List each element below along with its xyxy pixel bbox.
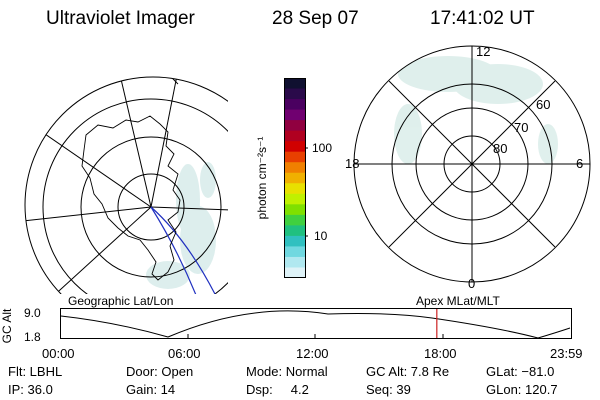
time-tick-0000: 00:00 (42, 346, 75, 361)
mlt-label-0: 0 (468, 276, 476, 291)
colorbar-cell (284, 267, 306, 278)
instrument-title: Ultraviolet Imager (46, 8, 195, 29)
latitude-circles (42, 98, 228, 294)
colorbar-cell (284, 256, 306, 268)
colorbar-cell (284, 78, 306, 90)
altitude-tick-1-8: 1.8 (24, 330, 41, 344)
colorbar-cell (284, 235, 306, 247)
mode-status: Mode: Normal (246, 364, 328, 379)
colorbar-cell (284, 246, 306, 258)
mlat-label-70: 70 (514, 120, 529, 135)
right-map-label: Apex MLat/MLT (416, 294, 500, 308)
time-tick-1200: 12:00 (296, 346, 329, 361)
altitude-tick-9: 9.0 (24, 306, 41, 320)
colorbar-cell (284, 88, 306, 100)
time-tick-2359: 23:59 (550, 346, 583, 361)
filter-status: Flt: LBHL (8, 364, 63, 379)
mlt-label-6: 6 (576, 156, 584, 171)
coastline-fragment (167, 77, 179, 85)
door-status: Door: Open (126, 364, 194, 379)
mlt-label-12: 12 (476, 44, 491, 59)
colorbar-cell (284, 193, 306, 205)
colorbar-cell (284, 204, 306, 216)
map-boundary (24, 76, 228, 294)
colorbar-cell (284, 120, 306, 132)
colorbar-cell (284, 162, 306, 174)
colorbar-cell (284, 130, 306, 142)
auroral-oval (394, 56, 558, 164)
colorbar-tick-100: 100 (312, 141, 333, 155)
seq-status: Seq: 39 (366, 382, 411, 397)
time-tick-0600: 06:00 (168, 346, 201, 361)
observation-date: 28 Sep 07 (272, 8, 359, 29)
dsp-status: Dsp: 4.2 (246, 382, 309, 397)
altitude-curve (60, 310, 571, 339)
colorbar-cell (284, 99, 306, 111)
colorbar-tick-10: 10 (314, 229, 328, 243)
gc-alt-status: GC Alt: 7.8 Re (366, 364, 450, 379)
polar-map (353, 45, 591, 283)
ip-status: IP: 36.0 (8, 382, 53, 397)
colorbar-cell (284, 225, 306, 237)
altitude-plot (60, 308, 572, 339)
time-tick-1800: 18:00 (424, 346, 457, 361)
colorbar-cell (284, 214, 306, 226)
colorbar-cell (284, 151, 306, 163)
glon-status: GLon: 120.7 (486, 382, 558, 397)
colorbar-cell (284, 141, 306, 153)
mlat-label-60: 60 (536, 97, 551, 112)
orbit-track (150, 206, 219, 294)
glat-status: GLat: −81.0 (486, 364, 555, 379)
colorbar-unit-label: photon cm⁻²s⁻¹ (255, 136, 269, 220)
mlat-label-80: 80 (493, 141, 508, 156)
mlt-lines (354, 46, 590, 282)
mlt-label-18: 18 (345, 156, 360, 171)
colorbar (284, 78, 308, 278)
colorbar-cell (284, 183, 306, 195)
altitude-axis-title: GC Alt (0, 308, 14, 344)
gain-status: Gain: 14 (126, 382, 176, 397)
continent-outline (81, 115, 181, 281)
colorbar-cell (284, 109, 306, 121)
geographic-map (24, 76, 228, 294)
colorbar-cell (284, 172, 306, 184)
observation-time: 17:41:02 UT (430, 8, 535, 29)
left-map-label: Geographic Lat/Lon (68, 294, 174, 308)
